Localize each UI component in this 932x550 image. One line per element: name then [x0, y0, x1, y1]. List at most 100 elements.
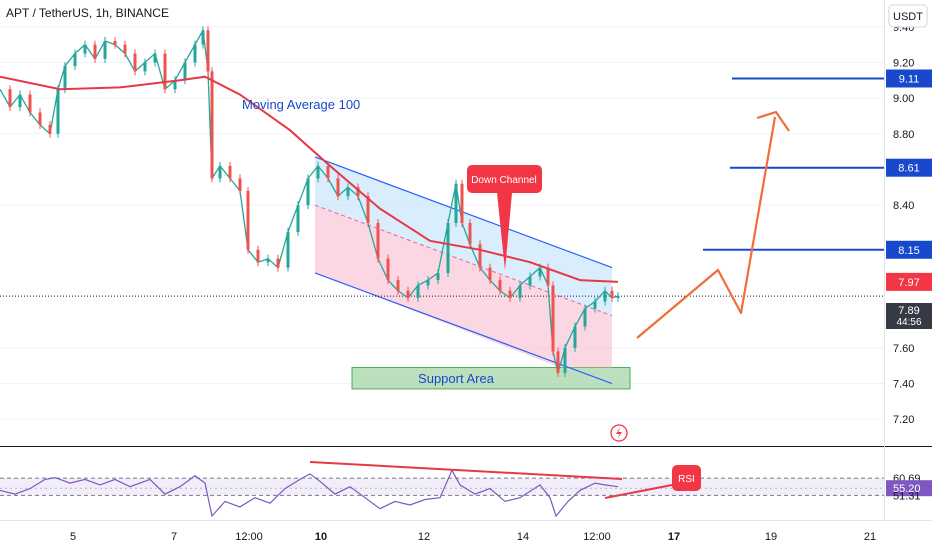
rsi-tick-label: 51.31 [893, 490, 921, 502]
candle-body [356, 187, 360, 197]
price-label: 7.97 [898, 277, 919, 289]
candle-body [8, 89, 12, 108]
moving-average-label: Moving Average 100 [242, 97, 360, 112]
target-levels [703, 77, 884, 251]
candle-body [193, 44, 197, 63]
price-candles [8, 26, 620, 377]
lightning-icon[interactable] [610, 424, 628, 442]
candle-body [56, 89, 60, 134]
currency-button[interactable]: USDT [888, 4, 928, 28]
price-label: 8.15 [898, 245, 919, 257]
countdown-bg [886, 303, 932, 329]
candle-body [316, 165, 320, 179]
candle-body [296, 205, 300, 232]
grid-lines [0, 26, 884, 420]
price-tick-label: 8.40 [893, 200, 914, 212]
support-area-label: Support Area [418, 371, 495, 386]
candle-body [573, 326, 577, 348]
candle-body [454, 183, 458, 223]
candle-body [406, 290, 410, 298]
candle-body [478, 244, 482, 268]
candle-body [201, 30, 205, 45]
time-axis-ticks: 5 7 12:00 10 12 14 12:00 17 19 21 [70, 531, 876, 543]
price-label-bg [886, 272, 932, 291]
price-tick-label: 9.20 [893, 57, 914, 69]
candle-body [593, 301, 597, 309]
price-tick-label: 7.20 [893, 414, 914, 426]
rsi-line [0, 468, 619, 518]
candle-body [183, 62, 187, 81]
rsi-tick-label: 55.20 [893, 483, 921, 495]
candle-body [518, 285, 522, 298]
candle-body [426, 280, 430, 286]
candle-body [346, 187, 350, 197]
candle-body [556, 351, 560, 373]
candle-body [538, 267, 542, 277]
candle-body [528, 276, 532, 286]
candle-body [366, 196, 370, 223]
down-channel-callout: Down Channel [467, 165, 542, 270]
candle-body [238, 178, 242, 191]
candle-body [436, 272, 440, 281]
candle-body [48, 124, 52, 134]
candle-body [336, 178, 340, 197]
price-label-bg [886, 158, 932, 177]
candle-body [286, 231, 290, 268]
candle-body [266, 258, 270, 263]
time-tick-label: 12:00 [583, 531, 611, 543]
short-position-zone [315, 205, 612, 368]
price-tick-label: 9.00 [893, 93, 914, 105]
rsi-value-bg [886, 480, 932, 497]
candle-body [153, 53, 157, 63]
price-axis-ticks: 9.409.209.008.808.407.607.407.20 [893, 22, 914, 426]
candle-body [93, 44, 97, 59]
candle-body [468, 223, 472, 245]
candle-body [18, 94, 22, 108]
down-channel-label: Down Channel [471, 175, 537, 186]
rsi-band [0, 478, 884, 496]
time-axis[interactable] [0, 521, 932, 550]
candle-body [103, 41, 107, 59]
candle-body [133, 53, 137, 72]
candle-body [446, 223, 450, 273]
candle-body [173, 80, 177, 90]
time-tick-label: 10 [315, 531, 327, 543]
candle-body [563, 347, 567, 373]
candle-body [206, 30, 210, 72]
down-channel-bottom-line [314, 272, 613, 385]
rsi-pointer [604, 484, 673, 499]
candle-body [416, 285, 420, 298]
price-label: 8.61 [898, 163, 919, 175]
price-tick-label: 7.40 [893, 379, 914, 391]
time-tick-label: 12 [418, 531, 430, 543]
time-tick-label: 7 [171, 531, 177, 543]
candle-body [246, 190, 250, 250]
candle-body [386, 258, 390, 281]
candle-body [546, 267, 550, 286]
price-tick-label: 8.80 [893, 129, 914, 141]
candle-body [256, 249, 260, 263]
candle-body [163, 53, 167, 90]
candle-body [63, 66, 67, 90]
time-tick-label: 5 [70, 531, 76, 543]
moving-average-line [0, 75, 619, 283]
price-label-bg [886, 240, 932, 259]
price-label: 9.11 [899, 73, 920, 85]
price-label-bg [886, 69, 932, 88]
projection-arrowhead [756, 110, 790, 132]
candle-body [73, 53, 77, 67]
candle-body [551, 285, 555, 352]
candle-body [113, 41, 117, 45]
chart-title: APT / TetherUS, 1h, BINANCE [6, 6, 169, 20]
support-zone [351, 367, 631, 390]
candle-body [610, 290, 614, 298]
candle-body [488, 267, 492, 281]
rsi-trendline [309, 461, 623, 480]
candle-body [218, 165, 222, 179]
time-tick-label: 21 [864, 531, 876, 543]
time-tick-label: 19 [765, 531, 777, 543]
candle-body [83, 44, 87, 54]
candle-body [210, 71, 214, 179]
